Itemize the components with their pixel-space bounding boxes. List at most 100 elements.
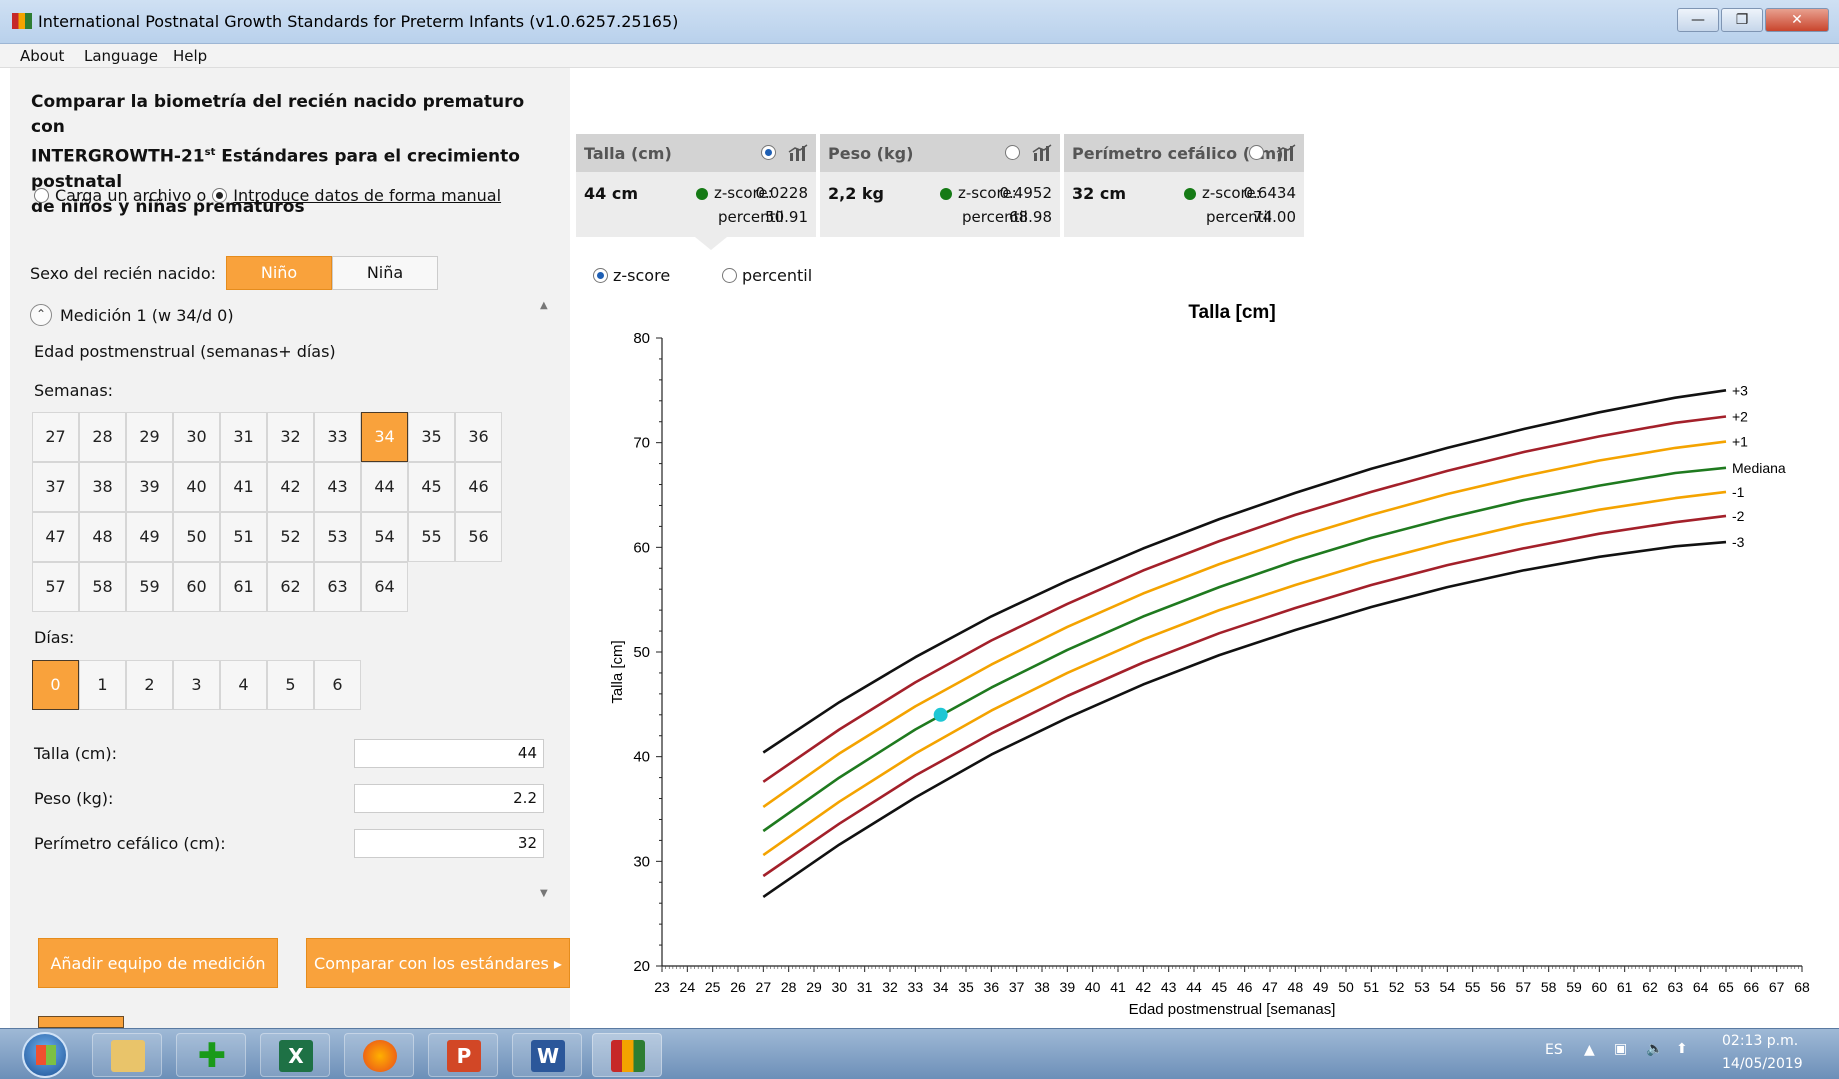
taskbar-explorer[interactable] [92, 1033, 162, 1077]
week-cell-44[interactable]: 44 [361, 462, 408, 512]
week-cell-58[interactable]: 58 [79, 562, 126, 612]
manual-entry-label[interactable]: Introduce datos de forma manual [233, 186, 502, 205]
sex-female-button[interactable]: Niña [332, 256, 439, 290]
week-cell-59[interactable]: 59 [126, 562, 173, 612]
week-cell-54[interactable]: 54 [361, 512, 408, 562]
week-cell-48[interactable]: 48 [79, 512, 126, 562]
week-cell-50[interactable]: 50 [173, 512, 220, 562]
week-cell-40[interactable]: 40 [173, 462, 220, 512]
chart-icon[interactable] [788, 144, 808, 162]
orange-button-stub[interactable] [38, 1016, 124, 1028]
week-cell-43[interactable]: 43 [314, 462, 361, 512]
day-cell-3[interactable]: 3 [173, 660, 220, 710]
taskbar-medical-app[interactable]: ✚ [176, 1033, 246, 1077]
week-cell-55[interactable]: 55 [408, 512, 455, 562]
menu-about[interactable]: About [20, 47, 65, 65]
day-cell-0[interactable]: 0 [32, 660, 79, 710]
week-cell-53[interactable]: 53 [314, 512, 361, 562]
zscore-option-label[interactable]: z-score [613, 266, 671, 285]
manual-entry-radio[interactable] [212, 188, 228, 203]
week-cell-32[interactable]: 32 [267, 412, 314, 462]
week-cell-37[interactable]: 37 [32, 462, 79, 512]
weight-input[interactable]: 2.2 [354, 784, 544, 813]
clock-time[interactable]: 02:13 p.m. [1722, 1033, 1799, 1049]
zscore-radio[interactable] [593, 268, 608, 283]
week-cell-42[interactable]: 42 [267, 462, 314, 512]
x-tick-label: 58 [1541, 979, 1557, 995]
percentile-option-label[interactable]: percentil [742, 266, 813, 285]
taskbar-powerpoint[interactable]: P [428, 1033, 498, 1077]
tray-expand-icon[interactable]: ▲ [1584, 1042, 1595, 1058]
week-cell-52[interactable]: 52 [267, 512, 314, 562]
chart-icon[interactable] [1032, 144, 1052, 162]
percentile-radio[interactable] [722, 268, 737, 283]
taskbar-word[interactable]: W [512, 1033, 582, 1077]
x-tick-label: 23 [654, 979, 670, 995]
week-cell-31[interactable]: 31 [220, 412, 267, 462]
upload-icon[interactable]: ⬆ [1676, 1041, 1688, 1057]
week-cell-63[interactable]: 63 [314, 562, 361, 612]
menu-language[interactable]: Language [84, 47, 159, 65]
day-cell-6[interactable]: 6 [314, 660, 361, 710]
zscore-option[interactable]: z-score [593, 266, 670, 285]
add-measurement-button[interactable]: Añadir equipo de medición [38, 938, 278, 988]
week-cell-34[interactable]: 34 [361, 412, 408, 462]
load-file-radio[interactable] [34, 188, 49, 203]
week-cell-51[interactable]: 51 [220, 512, 267, 562]
card-select-radio[interactable] [1005, 145, 1020, 160]
day-cell-4[interactable]: 4 [220, 660, 267, 710]
day-cell-5[interactable]: 5 [267, 660, 314, 710]
measurement-card[interactable]: Perímetro cefálico (cm) 32 cm z-score: 0.64… [1064, 134, 1304, 237]
card-select-radio[interactable] [1249, 145, 1264, 160]
scroll-up-arrow-icon[interactable]: ▲ [540, 300, 548, 311]
minimize-button[interactable]: — [1677, 8, 1719, 32]
week-cell-33[interactable]: 33 [314, 412, 361, 462]
week-cell-62[interactable]: 62 [267, 562, 314, 612]
week-cell-47[interactable]: 47 [32, 512, 79, 562]
week-cell-41[interactable]: 41 [220, 462, 267, 512]
week-cell-27[interactable]: 27 [32, 412, 79, 462]
start-button[interactable] [22, 1032, 68, 1078]
sex-male-button[interactable]: Niño [226, 256, 333, 290]
tray-device-icon[interactable]: ▣ [1614, 1041, 1628, 1057]
chevron-up-icon[interactable]: ⌃ [30, 304, 52, 326]
week-cell-60[interactable]: 60 [173, 562, 220, 612]
week-cell-57[interactable]: 57 [32, 562, 79, 612]
week-cell-29[interactable]: 29 [126, 412, 173, 462]
day-cell-1[interactable]: 1 [79, 660, 126, 710]
length-input[interactable]: 44 [354, 739, 544, 768]
measurement-header[interactable]: ⌃ Medición 1 (w 34/d 0) [30, 304, 234, 326]
week-cell-49[interactable]: 49 [126, 512, 173, 562]
week-cell-46[interactable]: 46 [455, 462, 502, 512]
week-cell-35[interactable]: 35 [408, 412, 455, 462]
week-cell-56[interactable]: 56 [455, 512, 502, 562]
head-circumference-input[interactable]: 32 [354, 829, 544, 858]
taskbar-growth-app[interactable] [592, 1033, 662, 1077]
measurement-card[interactable]: Peso (kg) 2,2 kg z-score: 0.4952 percentil 68… [820, 134, 1060, 237]
compare-standards-button[interactable]: Comparar con los estándares ▸ [306, 938, 570, 988]
measurement-card[interactable]: Talla (cm) 44 cm z-score: 0.0228 percentil 50… [576, 134, 816, 237]
week-cell-38[interactable]: 38 [79, 462, 126, 512]
close-button[interactable]: ✕ [1765, 8, 1829, 32]
card-select-radio[interactable] [761, 145, 776, 160]
week-cell-64[interactable]: 64 [361, 562, 408, 612]
week-cell-28[interactable]: 28 [79, 412, 126, 462]
week-cell-30[interactable]: 30 [173, 412, 220, 462]
restore-button[interactable]: ❐ [1721, 8, 1763, 32]
load-file-label[interactable]: Carga un archivo o [55, 186, 207, 205]
percentile-option[interactable]: percentil [722, 266, 812, 285]
week-cell-45[interactable]: 45 [408, 462, 455, 512]
chart-icon[interactable] [1276, 144, 1296, 162]
scroll-down-arrow-icon[interactable]: ▼ [540, 888, 548, 899]
taskbar-firefox[interactable] [344, 1033, 414, 1077]
taskbar-excel[interactable]: X [260, 1033, 330, 1077]
powerpoint-icon: P [447, 1040, 481, 1072]
volume-icon[interactable]: 🔈 [1646, 1041, 1664, 1057]
week-cell-39[interactable]: 39 [126, 462, 173, 512]
menu-help[interactable]: Help [173, 47, 208, 65]
language-indicator[interactable]: ES [1545, 1042, 1563, 1058]
day-cell-2[interactable]: 2 [126, 660, 173, 710]
week-cell-36[interactable]: 36 [455, 412, 502, 462]
clock-date[interactable]: 14/05/2019 [1722, 1056, 1803, 1072]
week-cell-61[interactable]: 61 [220, 562, 267, 612]
